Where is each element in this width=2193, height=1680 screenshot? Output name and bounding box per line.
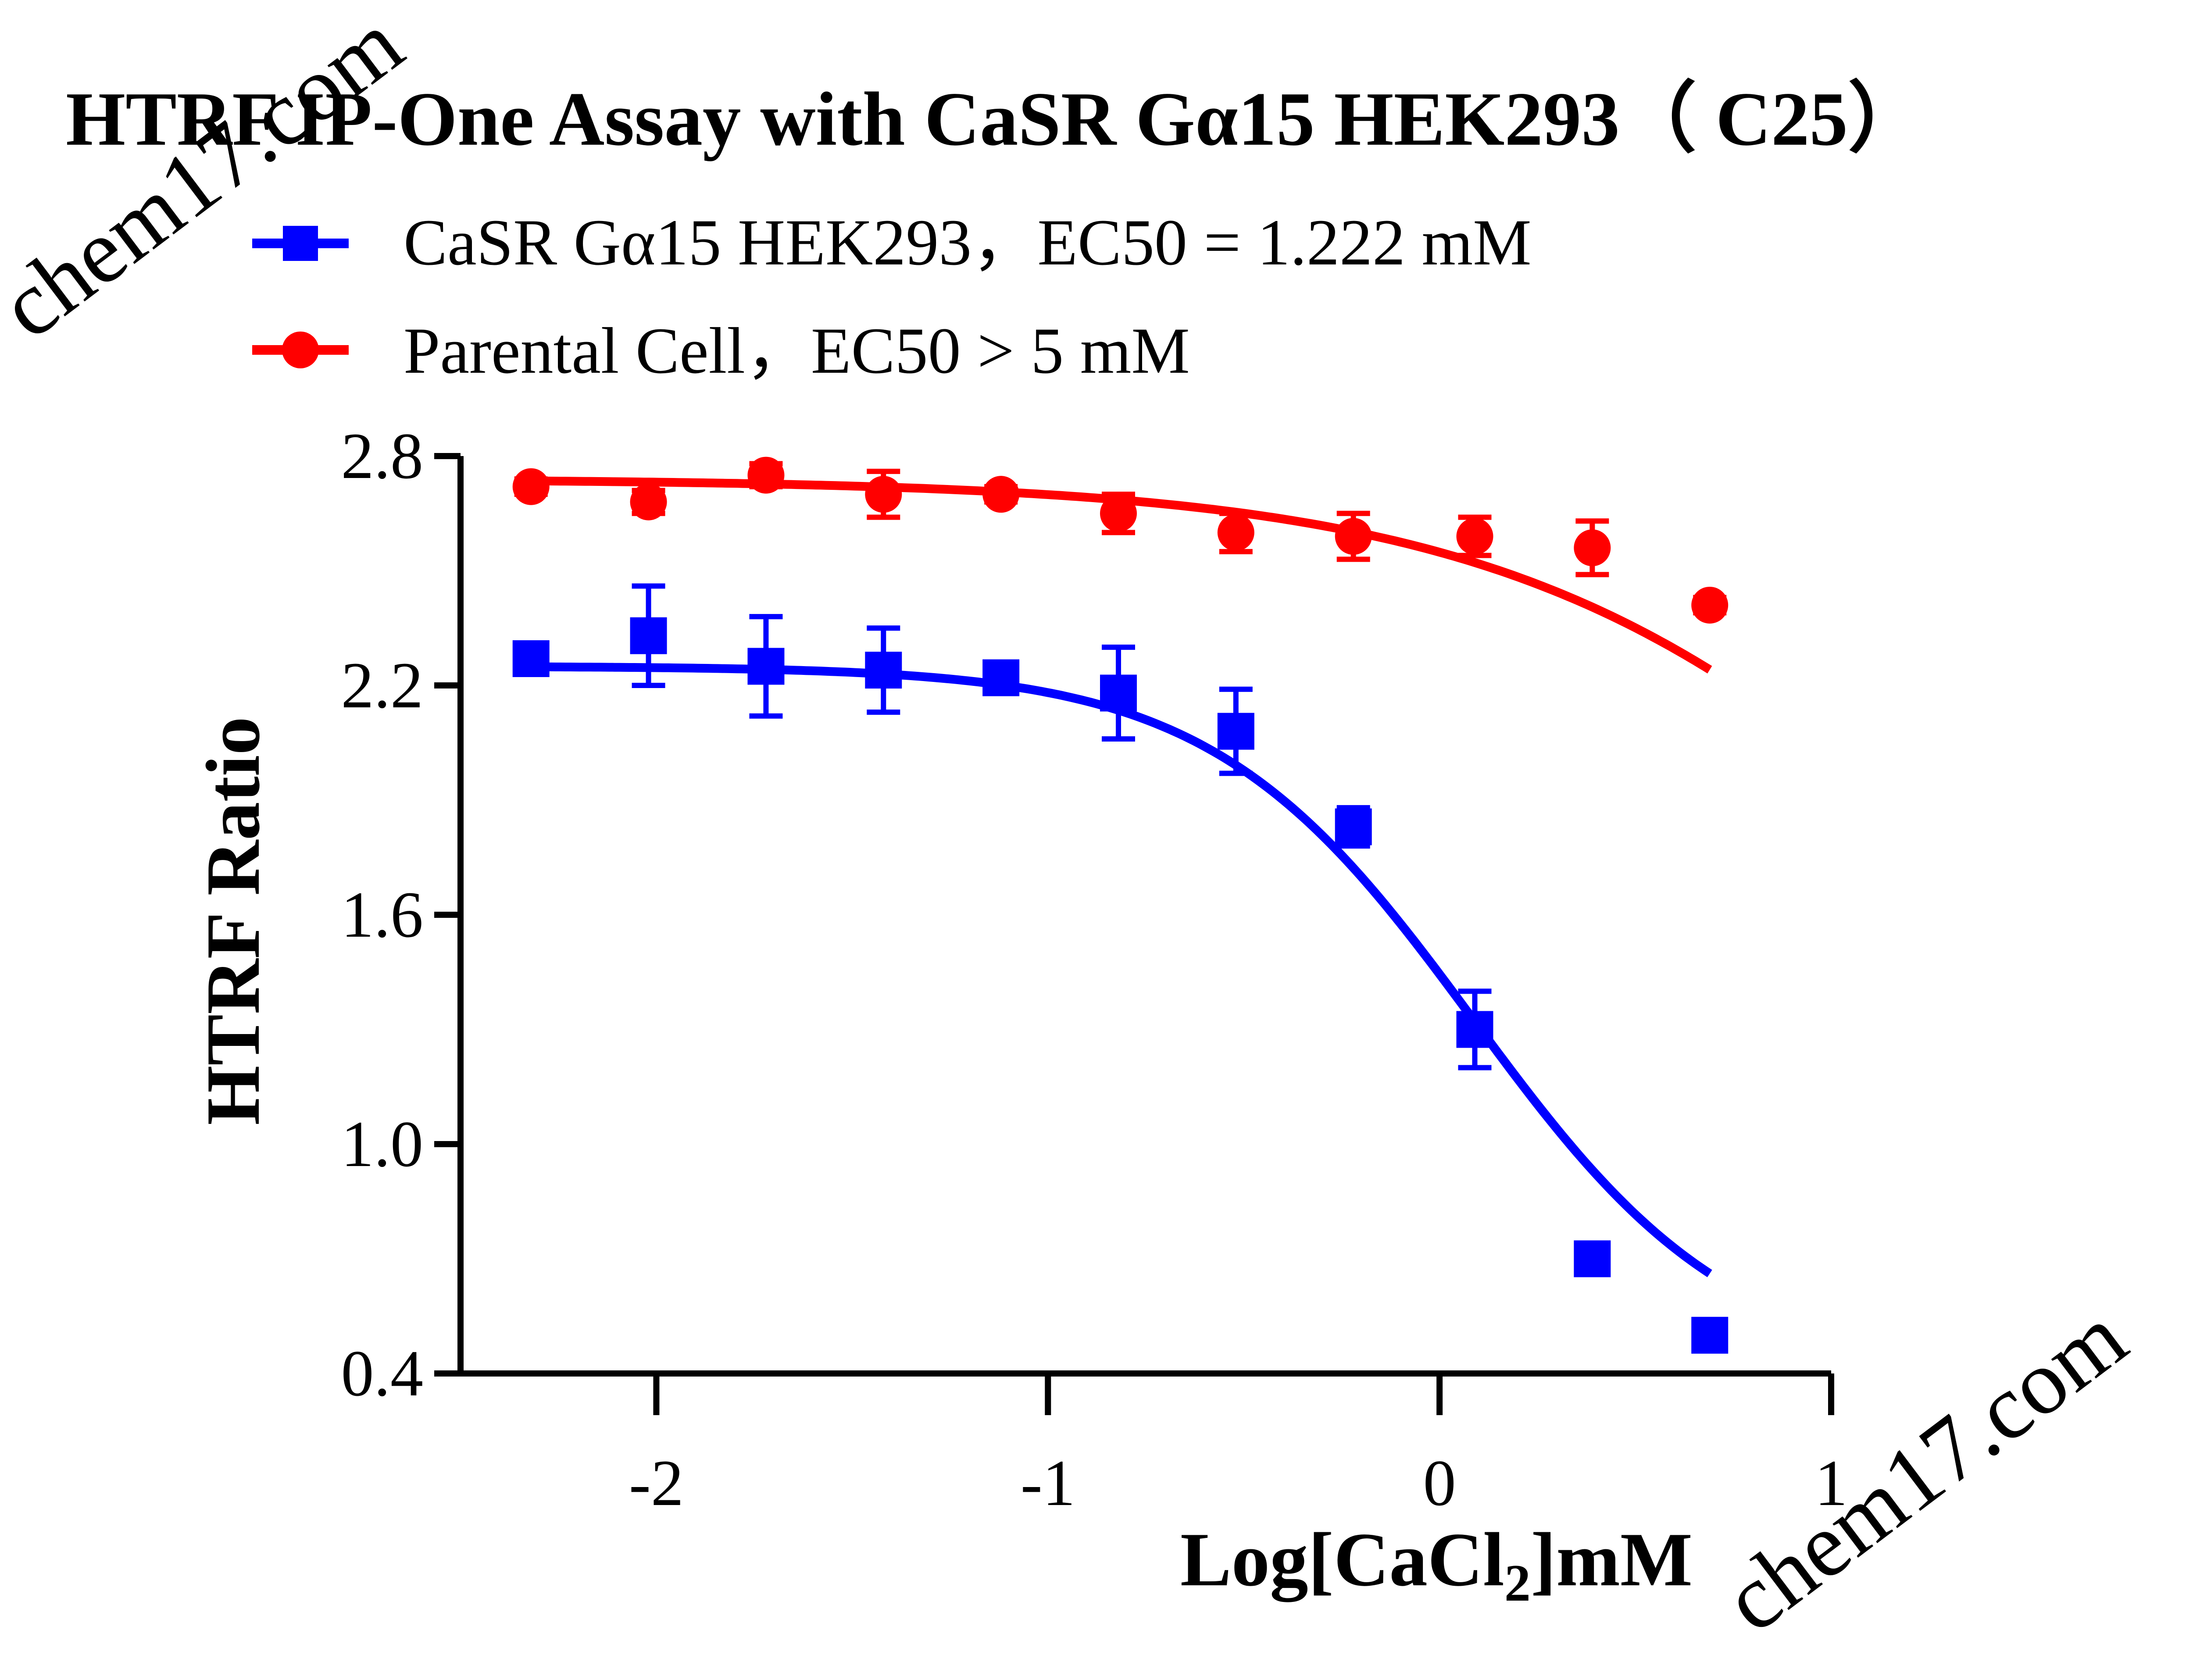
data-point [1217, 713, 1254, 750]
data-point [747, 648, 785, 685]
y-tick-label: 1.0 [341, 1108, 424, 1181]
x-tick-label: -1 [1021, 1447, 1075, 1519]
y-tick-label: 0.4 [341, 1337, 424, 1410]
data-point [1574, 1240, 1611, 1277]
svg-text:chem17.com: chem17.com [1705, 1286, 2144, 1652]
data-point [630, 617, 667, 654]
legend-label-casr: CaSR Gα15 HEK293，EC50 = 1.222 mM [404, 206, 1532, 279]
data-point [1100, 495, 1137, 532]
x-axis-label-main: Log[CaCl [1180, 1517, 1504, 1602]
data-point [1335, 518, 1372, 555]
data-point [747, 457, 785, 494]
x-axis-label-suffix: ]mM [1531, 1517, 1693, 1602]
x-tick-label: -2 [629, 1447, 684, 1519]
x-tick-label: 1 [1815, 1447, 1848, 1519]
plot-area [512, 457, 1729, 1354]
data-point [865, 652, 902, 689]
data-point [982, 659, 1020, 696]
series-casr [512, 583, 1729, 1354]
data-point [1691, 1316, 1729, 1354]
data-point [1335, 808, 1372, 845]
legend: CaSR Gα15 HEK293，EC50 = 1.222 mM Parenta… [252, 206, 1532, 387]
watermark-top-left: chem17.com [0, 0, 421, 358]
y-tick-label: 1.6 [341, 878, 424, 951]
data-point [512, 640, 550, 677]
legend-marker-casr [283, 226, 318, 261]
x-axis-label: Log[CaCl2]mM [1180, 1517, 1693, 1612]
x-ticks: -2 -1 0 1 [629, 1373, 1848, 1519]
y-axis-label: HTRF Ratio [190, 717, 275, 1125]
svg-text:chem17.com: chem17.com [0, 0, 421, 358]
fit-curve [531, 662, 1712, 1277]
data-point [1456, 1011, 1493, 1048]
data-point [1100, 674, 1137, 712]
legend-item-casr: CaSR Gα15 HEK293，EC50 = 1.222 mM [252, 206, 1532, 279]
x-tick-label: 0 [1423, 1447, 1456, 1519]
y-tick-label: 2.8 [341, 420, 424, 492]
data-point [865, 476, 902, 513]
data-point [512, 468, 550, 505]
chart-title: HTRF IP-One Assay with CaSR Gα15 HEK293（… [66, 76, 1925, 161]
y-axis-label-group: HTRF Ratio [190, 717, 275, 1125]
data-point [982, 476, 1020, 513]
x-axis-label-subscript: 2 [1504, 1554, 1531, 1612]
data-point [1456, 518, 1493, 555]
legend-label-parental: Parental Cell，EC50 > 5 mM [404, 314, 1190, 387]
legend-item-parental: Parental Cell，EC50 > 5 mM [252, 314, 1190, 387]
data-point [1217, 514, 1254, 551]
data-point [1574, 529, 1611, 567]
data-point [630, 483, 667, 521]
y-tick-label: 2.2 [341, 649, 424, 722]
data-point [1691, 586, 1729, 624]
watermark-bottom-right: chem17.com [1705, 1286, 2144, 1652]
legend-marker-parental [282, 332, 319, 368]
y-ticks: 0.4 1.0 1.6 2.2 2.8 [341, 420, 461, 1410]
series-parental [512, 457, 1729, 674]
